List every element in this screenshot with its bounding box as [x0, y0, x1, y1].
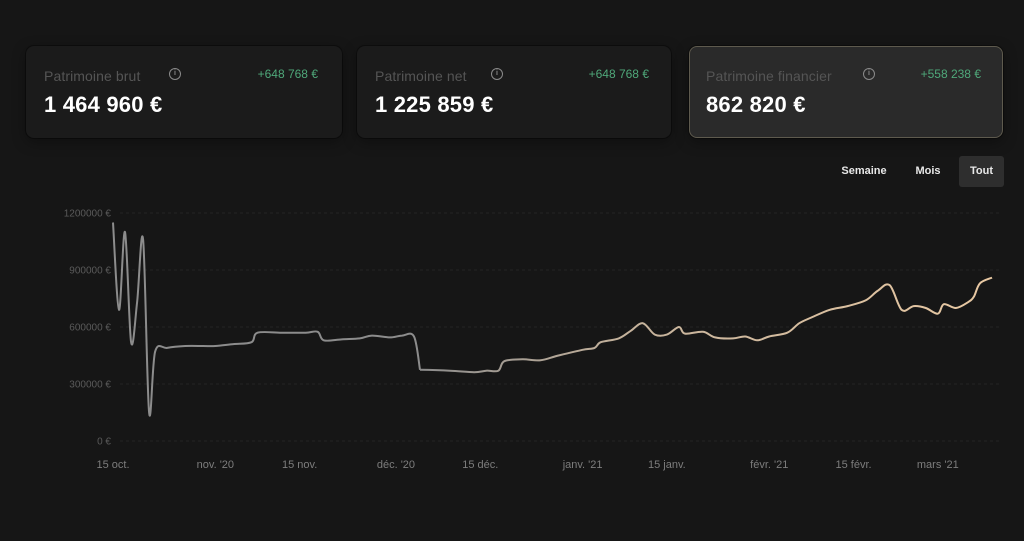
x-tick-label: nov. '20: [197, 459, 234, 471]
delta-badge: +558 238 €: [920, 67, 981, 81]
delta-badge: +648 768 €: [257, 67, 318, 81]
x-tick-label: févr. '21: [750, 459, 788, 471]
card-label: Patrimoine brut: [44, 68, 141, 84]
y-tick-label: 900000 €: [69, 266, 111, 277]
card-value: 1 225 859 €: [375, 92, 494, 117]
series-line-past: [112, 222, 421, 417]
x-tick-label: janv. '21: [562, 459, 603, 471]
x-tick-label: 15 févr.: [835, 459, 871, 471]
card-label: Patrimoine net: [375, 68, 467, 84]
y-tick-label: 300000 €: [69, 380, 111, 391]
y-tick-label: 0 €: [97, 437, 111, 448]
y-tick-label: 600000 €: [69, 323, 111, 334]
x-tick-label: 15 janv.: [648, 459, 686, 471]
x-tick-label: 15 déc.: [462, 459, 498, 471]
y-tick-label: 1200000 €: [64, 209, 112, 220]
range-button-mois[interactable]: Mois: [915, 165, 941, 177]
card-patrimoine-net[interactable]: Patrimoine net i +648 768 € 1 225 859 €: [357, 46, 671, 138]
range-button-tout[interactable]: Tout: [959, 156, 1004, 187]
info-icon[interactable]: i: [863, 68, 875, 80]
x-tick-label: déc. '20: [377, 459, 415, 471]
info-icon[interactable]: i: [491, 68, 503, 80]
card-patrimoine-financier[interactable]: Patrimoine financier i +558 238 € 862 82…: [689, 46, 1003, 138]
card-value: 862 820 €: [706, 92, 806, 117]
x-tick-label: 15 oct.: [96, 459, 129, 471]
card-value: 1 464 960 €: [44, 92, 163, 117]
card-patrimoine-brut[interactable]: Patrimoine brut i +648 768 € 1 464 960 €: [26, 46, 342, 138]
info-icon[interactable]: i: [169, 68, 181, 80]
x-tick-label: mars '21: [917, 459, 959, 471]
series-line-recent: [419, 276, 993, 374]
card-label: Patrimoine financier: [706, 68, 832, 84]
range-button-semaine[interactable]: Semaine: [841, 165, 887, 177]
delta-badge: +648 768 €: [588, 67, 649, 81]
x-tick-label: 15 nov.: [282, 459, 317, 471]
